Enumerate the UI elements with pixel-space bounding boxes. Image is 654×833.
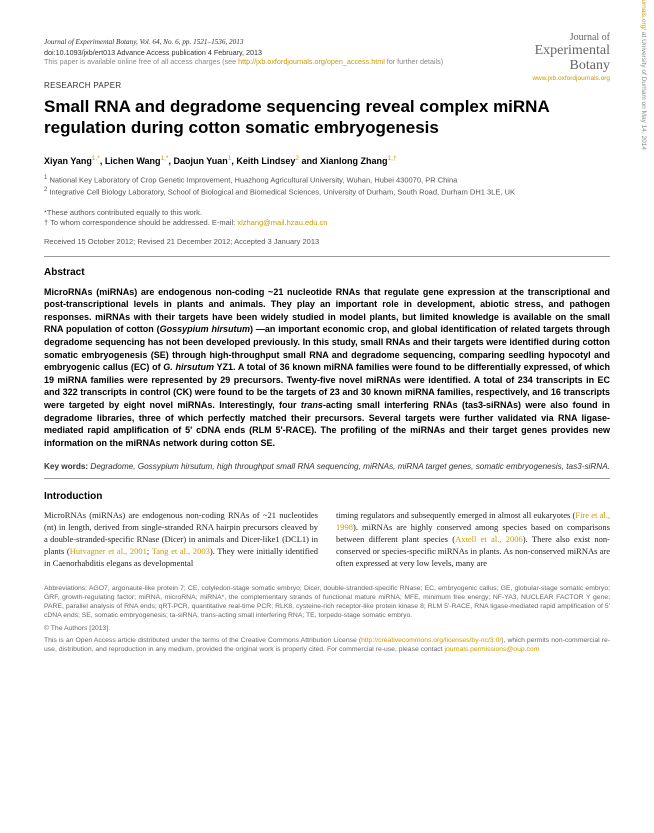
author-notes: *These authors contributed equally to th…	[44, 208, 610, 229]
divider	[44, 478, 610, 479]
intro-body: MicroRNAs (miRNAs) are endogenous non-co…	[44, 510, 610, 569]
abstract-heading: Abstract	[44, 267, 610, 278]
license-link[interactable]: http://creativecommons.org/licenses/by-n…	[361, 637, 501, 644]
brand-url[interactable]: www.jxb.oxfordjournals.org	[532, 75, 610, 82]
intro-col-right: timing regulators and subsequently emerg…	[336, 510, 610, 569]
oa-link[interactable]: http://jxb.oxfordjournals.org/open_acces…	[238, 57, 385, 66]
intro-col-left: MicroRNAs (miRNAs) are endogenous non-co…	[44, 510, 318, 569]
paper-title: Small RNA and degradome sequencing revea…	[44, 96, 610, 139]
intro-heading: Introduction	[44, 491, 610, 502]
doi-line: doi:10.1093/jxb/ert013 Advance Access pu…	[44, 48, 610, 58]
download-notice: Downloaded from http://jxb.oxfordjournal…	[640, 0, 647, 150]
oa-line: This paper is available online free of a…	[44, 57, 610, 67]
footer: Abbreviations: AGO7, argonaute-like prot…	[44, 584, 610, 654]
authors: Xiyan Yang1,*, Lichen Wang1,*, Daojun Yu…	[44, 155, 610, 166]
affiliations: 1 National Key Laboratory of Crop Geneti…	[44, 174, 610, 198]
keywords: Key words: Degradome, Gossypium hirsutum…	[44, 461, 610, 472]
abstract-text: MicroRNAs (miRNAs) are endogenous non-co…	[44, 286, 610, 450]
divider	[44, 256, 610, 257]
citation-link[interactable]: Axtell et al., 2006	[455, 534, 523, 544]
corresponding-email[interactable]: xlzhang@mail.hzau.edu.cn	[237, 218, 327, 227]
dates: Received 15 October 2012; Revised 21 Dec…	[44, 237, 610, 246]
license: This is an Open Access article distribut…	[44, 636, 610, 654]
journal-brand: Journal of Experimental Botany www.jxb.o…	[532, 32, 610, 82]
abbreviations: Abbreviations: AGO7, argonaute-like prot…	[44, 584, 610, 621]
copyright: © The Authors [2013].	[44, 624, 610, 633]
permissions-email[interactable]: journals.permissions@oup.com	[444, 646, 539, 653]
journal-line: Journal of Experimental Botany, Vol. 64,…	[44, 38, 610, 48]
citation-link[interactable]: Tang et al., 2003	[152, 546, 210, 556]
section-label: RESEARCH PAPER	[44, 81, 610, 90]
citation-link[interactable]: Hutvagner et al., 2001	[70, 546, 147, 556]
journal-header: Journal of Experimental Botany, Vol. 64,…	[44, 38, 610, 67]
